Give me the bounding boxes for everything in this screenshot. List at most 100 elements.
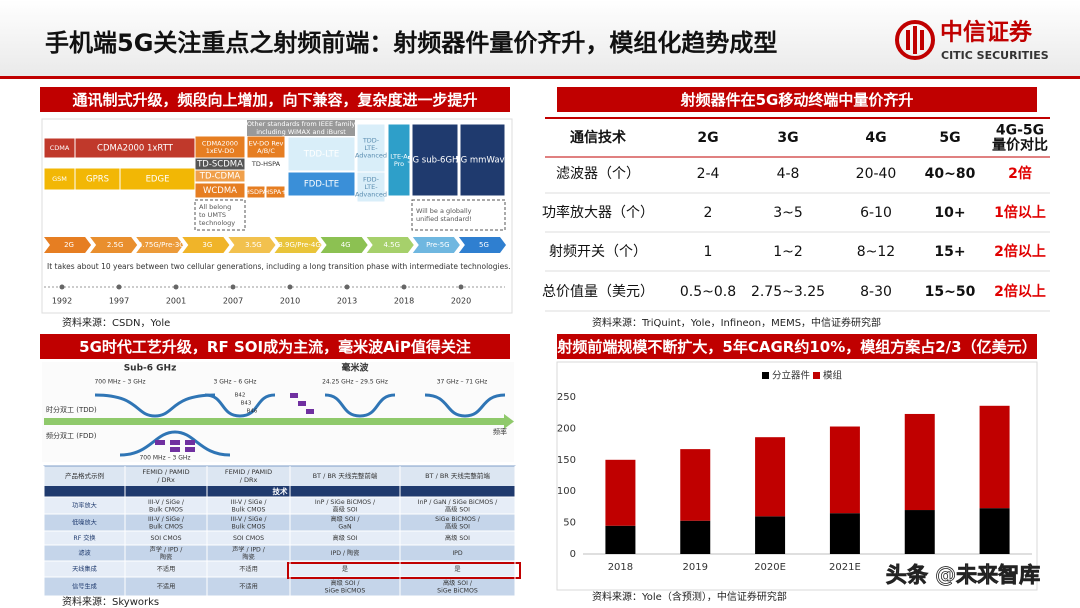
table-cell: 15+ [934, 244, 965, 260]
tech-cell: 高级 SOI / [330, 515, 360, 523]
table-cell: 2 [704, 205, 713, 221]
chart-title: 射频前端规模不断扩大，5年CAGR约10%，模组方案占2/3（亿美元） [556, 338, 1036, 356]
band-chip [155, 440, 165, 445]
standard-box [387, 123, 411, 197]
table-cell: 1~2 [773, 244, 803, 260]
standard-label: FDD- [363, 176, 380, 184]
standard-box [287, 171, 356, 197]
generation-label: Pre-5G [426, 241, 450, 249]
x-tick-label: 2021E [829, 562, 861, 573]
tech-header: / DRx [240, 476, 258, 484]
tech-cell: SOI CMOS [150, 535, 181, 542]
chart-frame [556, 361, 1038, 591]
generation-chevron [412, 237, 460, 253]
table-cell: 8~12 [857, 244, 895, 260]
standard-box [265, 185, 286, 199]
tech-cell: 高级 SOI [445, 505, 470, 513]
generation-chevron [458, 237, 506, 253]
table-cell: 功率放大器（个） [542, 204, 654, 221]
band-chip [306, 409, 314, 414]
standard-box [459, 123, 506, 197]
tech-cell: 高级 SOI / [443, 579, 473, 587]
watermark: 头条 @未来智库 [886, 563, 1040, 587]
standard-box [246, 157, 286, 171]
year-dot [344, 284, 350, 290]
standard-label: CDMA2000 [202, 139, 238, 147]
bar-segment [979, 405, 1010, 509]
year-label: 1992 [52, 297, 72, 306]
standard-box [287, 136, 356, 172]
tech-header: 产品格式示例 [65, 471, 104, 480]
standard-label: 5G sub-6GHz [407, 156, 463, 166]
diagram-label: Sub-6 GHz [124, 364, 177, 374]
table-cell: 1倍以上 [994, 204, 1046, 221]
band-chip [170, 447, 180, 452]
standard-box [194, 169, 246, 183]
standard-box [194, 182, 246, 199]
generation-label: 2.75G/Pre-3G [138, 241, 185, 249]
standard-label: LTE- [364, 144, 378, 152]
note-box [194, 199, 246, 231]
tech-cell: Bulk CMOS [149, 523, 183, 530]
y-tick-label: 100 [557, 486, 576, 497]
generation-label: 4.5G [383, 241, 400, 249]
bar-segment [605, 525, 636, 554]
tech-cell: 高级 SOI [333, 505, 358, 513]
y-tick-label: 200 [557, 423, 576, 434]
diagram-label: 3 GHz – 6 GHz [214, 379, 257, 386]
chart-source: 资料来源：Yole（含预测），中信证券研究部 [592, 590, 787, 603]
standard-box [356, 123, 386, 173]
x-tick-label: 2019 [683, 562, 708, 573]
table-header: 4G [865, 130, 886, 146]
standard-label: Pro [394, 160, 404, 168]
note-box [411, 199, 506, 231]
generation-label: 3.5G [245, 241, 262, 249]
note-text: unified standard! [416, 215, 472, 223]
tech-cell: 高级 SOI [445, 522, 470, 530]
standard-label: GSM [52, 175, 67, 183]
generation-chevron [90, 237, 138, 253]
table-cell: 4-8 [777, 166, 800, 182]
tech-section-bg [44, 486, 515, 497]
year-label: 2013 [337, 297, 357, 306]
tech-cell: 陶瓷 [242, 553, 254, 561]
tech-cell: III-V / SiGe / [148, 516, 185, 523]
tech-cell: SiGe BiCMOS / [435, 516, 481, 523]
timeline-note: It takes about 10 years between two cell… [47, 262, 511, 271]
generation-chevron [228, 237, 276, 253]
table-cell: 2-4 [697, 166, 720, 182]
standard-label: 5G mmWave [455, 156, 510, 166]
tech-cell: RF 交换 [73, 534, 95, 542]
y-tick-label: 50 [563, 518, 576, 529]
tech-header: FEMID / PAMID [142, 468, 189, 476]
generation-label: 5G [479, 241, 489, 249]
rf-panel-source: 资料来源：Skyworks [62, 595, 159, 608]
tech-cell: IPD [452, 550, 463, 557]
timeline-title-bg [40, 87, 510, 112]
year-label: 2001 [166, 297, 186, 306]
table-header: 4G-5G [996, 123, 1044, 139]
logo-en: CITIC SECURITIES [941, 49, 1049, 62]
band-chip [185, 440, 195, 445]
legend-swatch [762, 372, 769, 379]
year-dot [230, 284, 236, 290]
note-text: technology [199, 219, 235, 227]
tech-cell: 信号生成 [72, 583, 97, 591]
generation-label: 3G [202, 241, 212, 249]
bar-segment [904, 413, 935, 511]
tech-cell: Bulk CMOS [149, 506, 183, 513]
standard-label: Advanced [355, 191, 387, 199]
table-cell: 2倍以上 [994, 283, 1046, 300]
note-text: including WiMAX and iBurst [256, 128, 346, 136]
table-header: 量价对比 [992, 137, 1048, 154]
standard-box [411, 123, 459, 197]
y-tick-label: 250 [557, 392, 576, 403]
tech-cell: 声学 / IPD / [150, 545, 184, 553]
x-tick-label: 2018 [608, 562, 633, 573]
tech-header: BT / BR 天线完整前端 [313, 471, 378, 480]
table-cell: 10+ [934, 205, 965, 221]
x-tick-label: 2020E [754, 562, 786, 573]
tech-cell: 陶瓷 [160, 553, 172, 561]
tech-cell: 高级 SOI [445, 534, 470, 542]
